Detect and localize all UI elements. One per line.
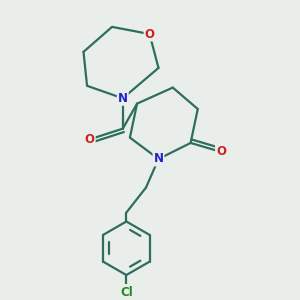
Text: O: O [216, 146, 226, 158]
Text: N: N [154, 152, 164, 166]
Text: N: N [118, 92, 128, 105]
Text: Cl: Cl [120, 286, 133, 299]
Text: O: O [85, 133, 95, 146]
Text: O: O [145, 28, 154, 40]
